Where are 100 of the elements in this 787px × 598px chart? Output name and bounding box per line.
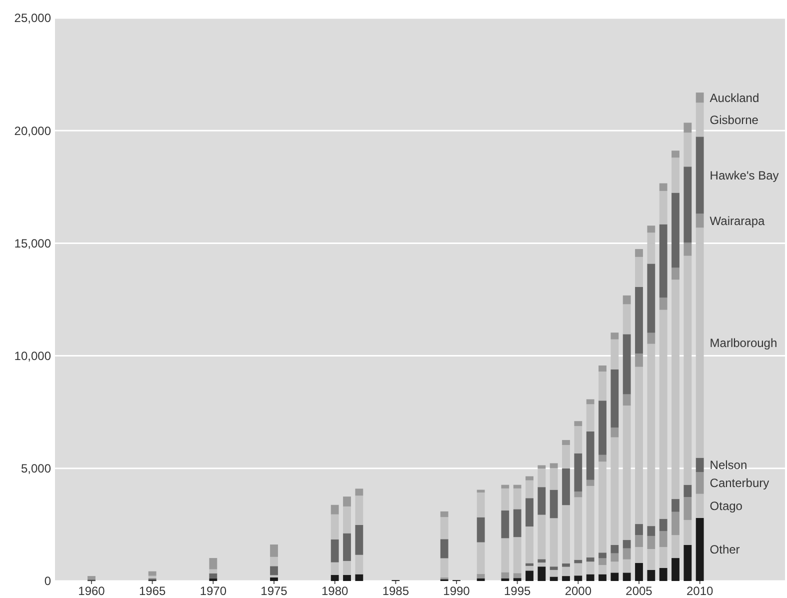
bar	[501, 484, 510, 488]
bar	[659, 518, 668, 532]
bar	[476, 490, 485, 492]
bar	[659, 183, 668, 191]
series-label: Canterbury	[710, 476, 770, 490]
bar	[209, 569, 218, 574]
bar	[330, 574, 339, 581]
bar	[330, 504, 339, 514]
bar	[610, 544, 619, 554]
x-tick-label: 2010	[686, 584, 714, 598]
bar	[672, 150, 680, 158]
bar	[574, 453, 582, 492]
bar	[586, 562, 594, 574]
x-tick-label: 1990	[443, 584, 470, 598]
bar	[659, 546, 668, 568]
bar	[343, 496, 351, 506]
y-tick-label: 20,000	[14, 124, 52, 138]
bar	[148, 576, 156, 579]
bar	[476, 492, 485, 518]
bar	[696, 518, 704, 581]
bar	[635, 286, 643, 354]
series-label: Otago	[710, 499, 743, 514]
bar	[440, 511, 448, 518]
y-tick-label: 0	[44, 574, 52, 588]
bar	[355, 524, 364, 555]
bar	[538, 468, 546, 488]
bar	[610, 562, 619, 573]
bar	[550, 576, 558, 581]
bar	[672, 512, 680, 536]
y-tick-label: 15,000	[14, 236, 52, 250]
bar	[209, 558, 218, 570]
bar	[550, 570, 558, 577]
bar	[622, 295, 631, 304]
bar	[622, 406, 631, 540]
bar	[562, 444, 570, 468]
bar	[526, 498, 534, 526]
bar	[672, 558, 680, 581]
bar	[562, 505, 570, 564]
bar	[622, 559, 631, 573]
bar	[610, 437, 619, 545]
x-tick-label: 2000	[564, 584, 592, 598]
bar	[526, 526, 534, 564]
bar	[538, 559, 546, 563]
bar	[574, 426, 582, 454]
bar	[355, 554, 364, 574]
bar	[684, 132, 692, 167]
x-tick-label: 1975	[260, 584, 288, 598]
bar	[610, 332, 619, 340]
series-label: Marlborough	[710, 336, 778, 350]
bar	[672, 499, 680, 512]
bar	[355, 496, 364, 525]
bar	[501, 572, 510, 578]
bar	[574, 563, 582, 576]
bar	[574, 492, 582, 498]
bar	[684, 544, 692, 581]
bar	[598, 454, 606, 462]
bar	[635, 535, 643, 547]
series-label: Nelson	[710, 458, 748, 472]
bar	[574, 576, 582, 581]
bar	[270, 577, 278, 581]
bar	[586, 399, 594, 404]
bar	[343, 533, 351, 561]
bar	[672, 268, 680, 280]
bar	[574, 497, 582, 560]
bar	[513, 484, 522, 488]
bar	[672, 158, 680, 193]
bar	[647, 226, 656, 233]
bar	[622, 540, 631, 548]
x-tick-label: 1980	[321, 584, 349, 598]
bar	[635, 562, 643, 581]
bar	[696, 458, 704, 472]
bar	[550, 566, 558, 570]
bar	[696, 228, 704, 458]
bar	[538, 514, 546, 560]
bar	[148, 571, 156, 576]
bar	[610, 553, 619, 562]
y-tick-label: 25,000	[14, 11, 52, 26]
bar	[330, 539, 339, 562]
bar	[562, 576, 570, 581]
x-tick-label: 1965	[138, 584, 166, 598]
bar	[355, 488, 364, 496]
bar	[647, 570, 656, 581]
bar	[647, 526, 656, 536]
bar	[610, 339, 619, 370]
y-tick-label: 5,000	[20, 462, 52, 476]
bar	[526, 570, 534, 581]
bar	[562, 440, 570, 445]
bar	[684, 256, 692, 485]
bar	[270, 556, 278, 566]
bar	[513, 509, 522, 538]
bar	[562, 468, 570, 506]
bar	[622, 334, 631, 394]
bar	[696, 214, 704, 228]
bar	[330, 514, 339, 540]
x-tick-label: 1985	[382, 584, 410, 598]
bar	[513, 578, 522, 581]
bar	[501, 538, 510, 572]
bar	[672, 280, 680, 500]
bar	[440, 558, 448, 578]
bar	[550, 463, 558, 468]
